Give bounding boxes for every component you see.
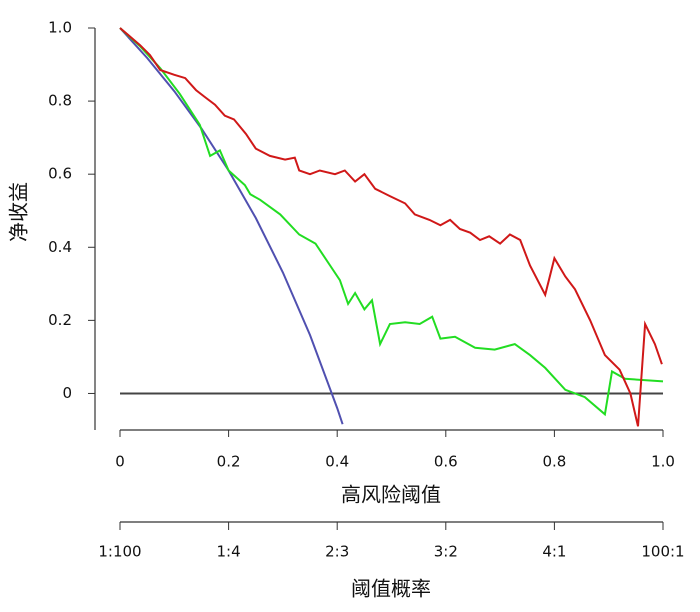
x2-tick-label: 2:3 (325, 543, 349, 561)
x-tick-label: 0.8 (542, 453, 566, 471)
y-tick-label: 0.2 (48, 311, 72, 329)
x2-tick-label: 1:4 (217, 543, 241, 561)
series-line (119, 27, 664, 417)
x2-tick-label: 4:1 (542, 543, 566, 561)
series-line (119, 27, 663, 427)
y-tick-label: 0 (62, 384, 72, 402)
x-tick-label: 0.2 (217, 453, 241, 471)
x-tick-label: 0.4 (325, 453, 349, 471)
x-axis-label: 高风险阈值 (341, 483, 441, 507)
y-axis-label: 净收益 (7, 182, 31, 242)
x-tick-label: 0.6 (434, 453, 458, 471)
x2-axis-label: 阈值概率 (351, 577, 431, 601)
y-tick-label: 0.6 (48, 165, 72, 183)
x2-tick-label: 100:1 (641, 543, 684, 561)
y-tick-label: 1.0 (48, 19, 72, 37)
series-line (119, 27, 344, 425)
x-tick-label: 0 (115, 453, 125, 471)
x-tick-label: 1.0 (651, 453, 675, 471)
y-tick-label: 0.8 (48, 92, 72, 110)
x2-tick-label: 1:100 (98, 543, 141, 561)
x2-tick-label: 3:2 (434, 543, 458, 561)
y-tick-label: 0.4 (48, 238, 72, 256)
